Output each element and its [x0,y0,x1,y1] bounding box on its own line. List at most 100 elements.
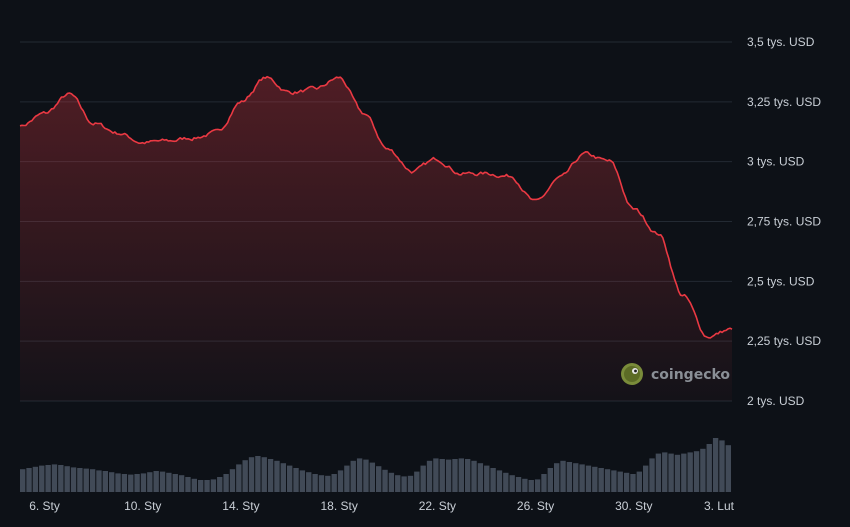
volume-bar [445,459,452,492]
volume-bar [331,474,337,492]
volume-bar [121,474,128,492]
volume-bar [128,474,134,492]
volume-bar [51,464,58,492]
volume-bar [267,459,274,492]
volume-bar [490,468,496,492]
volume-bar [439,459,445,492]
x-tick-label: 22. Sty [419,499,456,513]
volume-bar [210,479,217,492]
volume-bar [185,477,191,492]
volume-bar [604,469,611,492]
volume-bar [554,463,560,492]
volume-bar [325,475,331,492]
volume-bar [248,457,255,492]
volume-bar [229,469,236,492]
volume-bar [287,465,293,492]
volume-bar [534,479,541,492]
volume-bar [433,458,439,492]
y-tick-label: 2 tys. USD [747,394,805,408]
volume-bar [471,460,477,492]
volume-bar [712,438,719,492]
volume-bar [477,463,484,492]
volume-bar [356,458,363,492]
volume-bar [70,467,77,492]
y-tick-label: 3,25 tys. USD [747,95,821,109]
volume-bar [58,465,64,492]
volume-bar [147,472,153,492]
volume-bar [166,472,172,492]
volume-bar [64,466,70,492]
volume-bar [134,474,140,492]
volume-bar [140,473,147,492]
volume-bar [674,454,681,492]
volume-bar [376,466,382,492]
watermark-text: coingecko [651,367,730,383]
volume-bar [630,474,636,492]
volume-bar [236,464,242,492]
volume-bar [77,468,83,492]
volume-bar [115,473,121,492]
volume-bar [693,451,700,492]
volume-bar [426,460,433,492]
volume-bar [623,472,630,492]
volume-bar [306,472,312,492]
volume-bar [560,460,566,492]
volume-bar [109,472,115,492]
volume-bar [153,471,159,492]
volume-bar [20,469,26,492]
volume-bar [96,470,102,492]
volume-bar [503,472,509,492]
volume-bars [20,438,731,492]
y-tick-label: 2,25 tys. USD [747,334,821,348]
y-axis-labels: 3,5 tys. USD 3,25 tys. USD 3 tys. USD 2,75 … [747,35,821,408]
volume-bar [45,465,51,492]
volume-bar [617,471,623,492]
volume-bar [395,475,401,492]
x-axis-labels: 6. Sty 10. Sty 14. Sty 18. Sty 22. Sty 26. St… [29,499,734,513]
volume-bar [592,466,598,492]
y-tick-label: 2,5 tys. USD [747,274,815,288]
volume-bar [541,474,547,492]
volume-bar [318,475,325,492]
volume-bar [407,475,414,492]
price-area-fill [20,76,732,401]
volume-bar [32,466,39,492]
volume-bar [388,472,395,492]
x-tick-label: 3. Lut [704,499,735,513]
volume-bar [528,480,534,492]
volume-bar [687,452,693,492]
volume-bar [363,459,369,492]
volume-bar [465,459,471,492]
volume-bar [420,465,426,492]
volume-bar [547,468,553,492]
x-tick-label: 26. Sty [517,499,554,513]
coingecko-watermark: coingecko [621,363,730,385]
volume-bar [255,456,261,492]
y-tick-label: 3 tys. USD [747,155,805,169]
volume-bar [280,463,286,492]
volume-bar [515,477,522,492]
volume-bar [458,458,464,492]
volume-bar [172,474,178,492]
x-tick-label: 10. Sty [124,499,161,513]
volume-bar [217,477,223,492]
gecko-logo-icon [621,363,643,385]
volume-bar [337,470,344,492]
x-tick-label: 30. Sty [615,499,652,513]
volume-bar [700,448,706,492]
volume-bar [102,471,108,492]
volume-bar [643,465,649,492]
y-tick-label: 3,5 tys. USD [747,35,815,49]
volume-bar [299,470,306,492]
volume-bar [662,452,668,492]
volume-bar [204,480,210,492]
volume-bar [293,468,299,492]
volume-bar [655,453,662,492]
volume-bar [198,480,204,492]
volume-bar [598,468,604,492]
volume-bar [681,453,687,492]
volume-bar [566,462,573,492]
volume-bar [509,475,515,492]
volume-bar [484,465,490,492]
x-tick-label: 14. Sty [222,499,259,513]
